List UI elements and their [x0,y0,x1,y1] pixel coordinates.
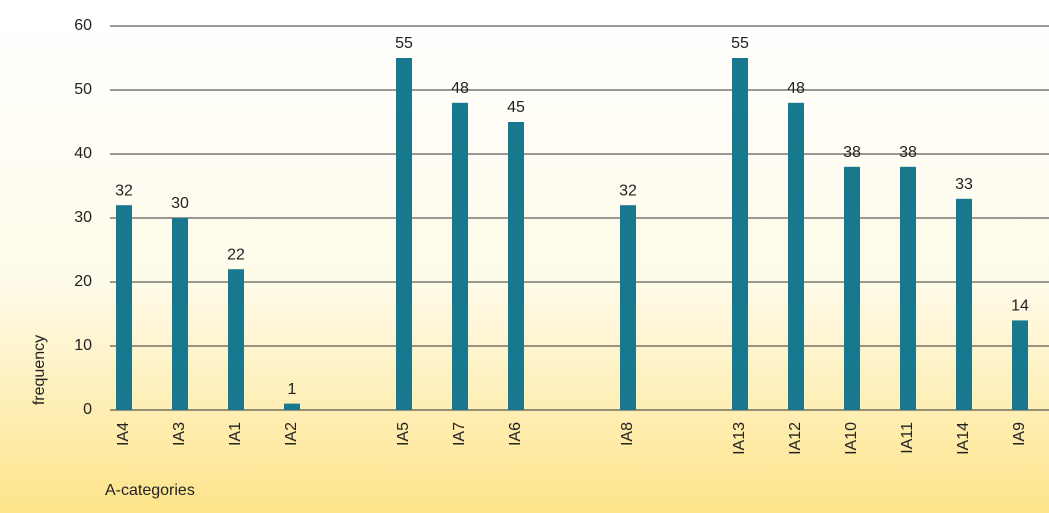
y-axis-label: frequency [31,335,48,405]
x-tick-label: IA13 [731,422,748,455]
x-tick-label: IA11 [899,422,916,454]
y-tick-label: 60 [74,17,92,34]
x-tick-label: IA5 [395,422,412,446]
data-label: 48 [451,80,469,97]
x-tick-label: IA2 [283,422,300,446]
data-label: 1 [288,381,297,398]
x-tick-label: IA3 [171,422,188,446]
bar [452,102,468,411]
bar [116,205,132,410]
data-label: 22 [227,246,245,263]
bar [228,269,244,410]
data-label: 55 [731,35,749,52]
x-tick-label: IA10 [843,422,860,455]
data-label: 38 [899,144,917,161]
data-label: 32 [115,182,133,199]
data-label: 48 [787,80,805,97]
data-label: 55 [395,35,413,52]
data-label: 38 [843,144,861,161]
bar [956,198,972,410]
data-label: 14 [1011,298,1029,315]
x-tick-label: IA8 [619,422,636,446]
y-tick-label: 10 [74,337,92,354]
bar [844,166,860,410]
y-tick-label: 40 [74,145,92,162]
x-tick-label: IA4 [115,422,132,446]
y-tick-label: 20 [74,273,92,290]
bar [396,58,412,410]
bar [284,403,300,410]
x-tick-label: IA9 [1011,422,1028,446]
bar [900,166,916,410]
y-tick-label: 0 [83,401,92,418]
data-label: 30 [171,195,189,212]
data-label: 32 [619,182,637,199]
data-label: 45 [507,99,525,116]
bar [620,205,636,410]
x-tick-label: IA6 [507,422,524,446]
bar [1012,320,1028,410]
data-label: 33 [955,176,973,193]
x-axis-label: A-categories [105,482,195,499]
bar [732,58,748,410]
x-tick-label: IA14 [955,422,972,455]
x-tick-label: IA1 [227,422,244,446]
x-tick-label: IA7 [451,422,468,446]
x-tick-label: IA12 [787,422,804,455]
bar [508,122,524,410]
y-tick-label: 30 [74,209,92,226]
y-tick-label: 50 [74,81,92,98]
bar [172,218,188,410]
bar [788,102,804,411]
